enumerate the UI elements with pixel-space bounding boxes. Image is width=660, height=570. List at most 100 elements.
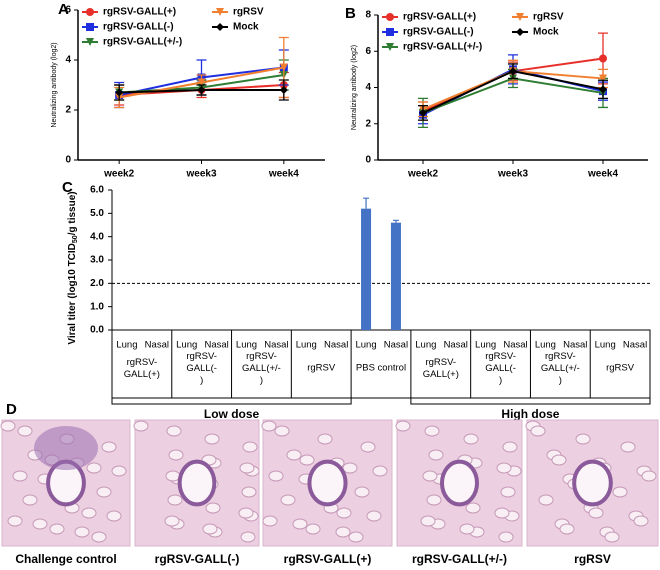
dose-bracket [410,398,651,405]
x-tick-label: week2 [103,169,134,180]
group-label: rgRSV-GALL(+/-) [541,351,580,386]
alveolus [336,507,352,519]
legend-label: rgRSV-GALL(-) [103,22,174,33]
alveolus [575,433,591,445]
x-tick-label: Lung [296,340,317,351]
alveolus [241,486,257,498]
alveolus [86,462,102,474]
y-tick-label: 0.0 [90,325,104,336]
y-tick-label: 6 [65,5,71,16]
alveolus [498,531,514,543]
y-tick-label: 3.0 [90,255,104,266]
group-label: rgRSV-GALL(-) [186,351,217,386]
x-tick-label: week4 [587,169,618,180]
table-frame [111,329,651,399]
y-tick-label: 4.0 [90,231,104,242]
x-tick-label: Lung [236,340,257,351]
alveolus [604,531,620,543]
group-label: rgRSV-GALL(-) [485,351,516,386]
alveolus [81,507,97,519]
alveolus [502,441,518,453]
alveolus [168,449,184,461]
legend-label: rgRSV-GALL(-) [403,27,474,38]
alveolus [262,515,278,527]
alveolus [240,531,256,543]
alveolus [0,420,16,432]
y-tick-label: 2 [365,118,371,129]
airway [177,459,217,507]
alveolus [261,420,277,432]
x-tick-label: week4 [268,169,299,180]
alveolus [299,454,315,466]
alveolus [166,425,182,437]
legend-marker [216,23,224,31]
alveolus [372,465,388,477]
bar [361,208,372,330]
y-axis-label-part: 50 [72,235,79,243]
alveolus [202,523,218,535]
alveolus [354,486,370,498]
alveolus [465,502,481,514]
dose-label: Low dose [204,407,260,421]
y-tick-label: 5.0 [90,208,104,219]
y-tick-label: 6 [365,46,371,57]
y-tick-label: 0 [365,155,371,166]
alveolus [133,420,149,432]
alveolus [612,486,628,498]
infiltrate [34,426,98,470]
alveolus [22,494,38,506]
x-tick-label: Nasal [563,340,587,351]
x-tick-label: Nasal [384,340,408,351]
marker [279,86,288,94]
alveolus [74,526,90,538]
y-tick-label: 4 [365,82,371,93]
x-tick-label: Lung [116,340,137,351]
legend-marker [86,38,94,46]
alveolus [7,515,23,527]
histology-caption: rgRSV-GALL(-) [155,552,240,566]
x-tick-label: Nasal [264,340,288,351]
alveolus [463,433,479,445]
x-tick-label: Lung [415,340,436,351]
legend-label: rgRSV-GALL(+) [403,12,476,23]
alveolus [559,523,575,535]
group-label: PBS control [356,363,406,374]
histology-caption: rgRSV-GALL(+/-) [412,552,507,566]
panel-label: C [62,179,73,196]
alveolus [317,433,333,445]
legend-marker [86,8,94,16]
legend-marker [386,28,394,36]
bar [390,222,401,330]
y-axis-label-part: Viral titer (log10 TCID [67,243,78,345]
legend-marker [386,43,394,51]
alveolus [496,462,512,474]
x-tick-label: Nasal [324,340,348,351]
legend-label: rgRSV-GALL(+) [103,7,176,18]
y-tick-label: 2 [65,105,71,116]
group-label: rgRSV [307,363,336,374]
alveolus [551,454,567,466]
alveolus [305,523,321,535]
x-tick-label: Nasal [623,340,647,351]
marker [599,85,607,94]
alveolus [91,531,107,543]
legend-label: rgRSV-GALL(+/-) [403,42,482,53]
marker [599,74,607,83]
dose-bracket [111,398,352,405]
x-tick-label: Lung [475,340,496,351]
alveolus [32,518,48,530]
alveolus [205,502,221,514]
alveolus [641,470,657,482]
alveolus [620,441,636,453]
x-tick-label: Lung [595,340,616,351]
alveolus [420,515,436,527]
y-tick-label: 2.0 [90,278,104,289]
panel-label: B [345,5,356,22]
legend-marker [386,13,394,21]
dose-label: High dose [501,407,559,421]
marker [419,108,427,117]
x-tick-label: Lung [176,340,197,351]
alveolus [424,425,440,437]
alveolus [106,510,122,522]
group-label: rgRSV-GALL(+) [423,357,459,380]
